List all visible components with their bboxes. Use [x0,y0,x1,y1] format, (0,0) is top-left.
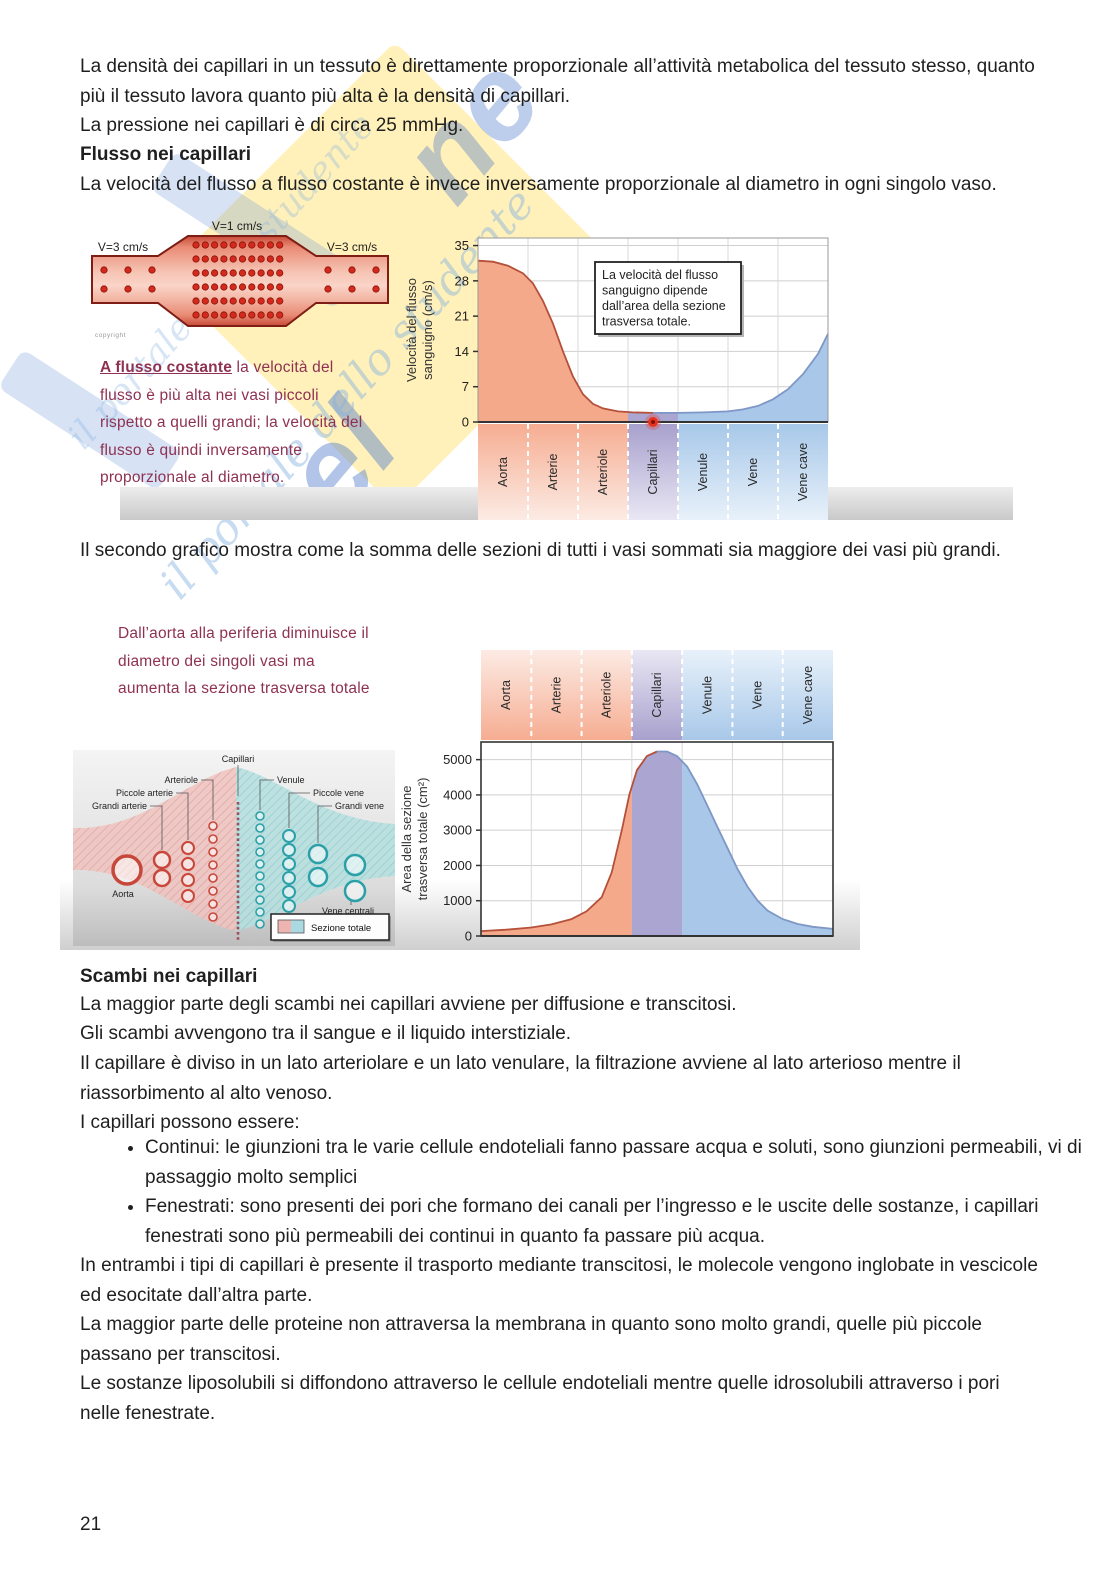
vessel-cross-section-diagram: Capillari Arteriole Piccole arterie Gran… [73,750,395,946]
svg-text:Vene: Vene [751,681,765,710]
svg-text:Capillari: Capillari [646,449,660,494]
svg-text:Vene: Vene [746,458,760,487]
figure2-caption: Dall’aorta alla periferia diminuisce il … [118,625,370,697]
label-grandi-vene: Grandi vene [335,801,384,811]
svg-text:1000: 1000 [443,893,472,908]
paragraph-second-graph: Il secondo grafico mostra come la somma … [80,540,1001,561]
svg-text:trasversa totale.: trasversa totale. [602,315,691,329]
legend-label: Sezione totale [311,923,371,934]
svg-text:3000: 3000 [443,823,472,838]
list-item-fenestrati: Fenestrati: sono presenti dei pori che f… [145,1192,1107,1251]
svg-text:Aorta: Aorta [496,457,510,487]
label-aorta: Aorta [112,889,134,899]
svg-text:14: 14 [455,344,469,359]
svg-text:0: 0 [462,415,469,430]
label-grandi-arterie: Grandi arterie [92,801,147,811]
paragraph-scambi-1: La maggior parte degli scambi nei capill… [80,994,737,1015]
vessel-velocity-label-top: V=1 cm/s [212,219,262,233]
heading-flusso: Flusso nei capillari [80,144,252,165]
label-piccole-vene: Piccole vene [313,788,364,798]
paragraph-tipi-intro: I capillari possono essere: [80,1112,300,1133]
label-piccole-arterie: Piccole arterie [116,788,173,798]
svg-text:Area della sezione: Area della sezione [399,786,414,893]
vessel-flow-diagram: V=3 cm/s V=1 cm/s V=3 cm/s [91,219,389,327]
svg-text:5000: 5000 [443,752,472,767]
svg-text:Capillari: Capillari [650,672,664,717]
svg-text:La velocità del flusso: La velocità del flusso [602,268,718,282]
section-legend: Sezione totale [270,913,391,942]
svg-text:Arteriole: Arteriole [600,672,614,719]
vessel-velocity-label-right: V=3 cm/s [327,240,377,254]
paragraph-proteine: La maggior parte delle proteine non attr… [80,1314,982,1365]
paragraph-velocity: La velocità del flusso a flusso costante… [80,174,997,195]
svg-text:Aorta: Aorta [499,680,513,710]
figure1-copyright: copyright [95,332,126,339]
svg-text:dall’area della sezione: dall’area della sezione [602,299,726,313]
heading-scambi: Scambi nei capillari [80,966,258,987]
svg-text:28: 28 [455,273,469,288]
svg-text:Vene cave: Vene cave [801,666,815,724]
paragraph-scambi-3: Il capillare è diviso in un lato arterio… [80,1053,961,1104]
list-item-continui: Continui: le giunzioni tra le varie cell… [145,1133,1107,1192]
label-venule: Venule [277,775,305,785]
paragraph-liposolubili: Le sostanze liposolubili si diffondono a… [80,1373,1000,1424]
svg-text:4000: 4000 [443,787,472,802]
paragraph-density: La densità dei capillari in un tessuto è… [80,56,1035,107]
paragraph-transcitosi: In entrambi i tipi di capillari è presen… [80,1255,1038,1306]
svg-text:7: 7 [462,379,469,394]
svg-text:Arteriole: Arteriole [596,449,610,496]
label-capillari: Capillari [222,754,255,764]
cross-section-area-chart: Aorta Arterie Arteriole Capillari Venule Vene… [399,650,834,944]
figure1-caption-body: la velocità del flusso è più alta nei va… [100,359,363,486]
svg-text:sanguigno dipende: sanguigno dipende [602,284,708,298]
capillary-types-list: Continui: le giunzioni tra le varie cell… [80,1133,1107,1251]
svg-text:21: 21 [455,309,469,324]
page-number: 21 [80,1514,102,1535]
label-leader-lines [150,765,352,905]
svg-text:35: 35 [455,238,469,253]
svg-text:2000: 2000 [443,858,472,873]
svg-text:sanguigno (cm/s): sanguigno (cm/s) [420,280,435,380]
paragraph-scambi-2: Gli scambi avvengono tra il sangue e il … [80,1023,572,1044]
paragraph-pressure: La pressione nei capillari è di circa 25… [80,115,464,136]
svg-text:Venule: Venule [700,676,714,714]
vessel-velocity-label-left: V=3 cm/s [98,240,148,254]
svg-text:0: 0 [465,929,472,944]
svg-text:Arterie: Arterie [546,454,560,491]
figure1-caption-lead: A flusso costante [100,359,233,376]
svg-text:Venule: Venule [696,453,710,491]
flow-velocity-chart: Aorta Arterie Arteriole Capillari Venule Vene… [404,237,829,520]
svg-text:Velocità del flusso: Velocità del flusso [404,278,419,382]
svg-text:Arterie: Arterie [549,677,563,714]
figure1-caption: A flusso costante la velocità del flusso… [100,354,372,492]
label-arteriole: Arteriole [164,775,198,785]
svg-text:Vene cave: Vene cave [796,443,810,501]
svg-text:trasversa totale (cm²): trasversa totale (cm²) [415,778,430,901]
